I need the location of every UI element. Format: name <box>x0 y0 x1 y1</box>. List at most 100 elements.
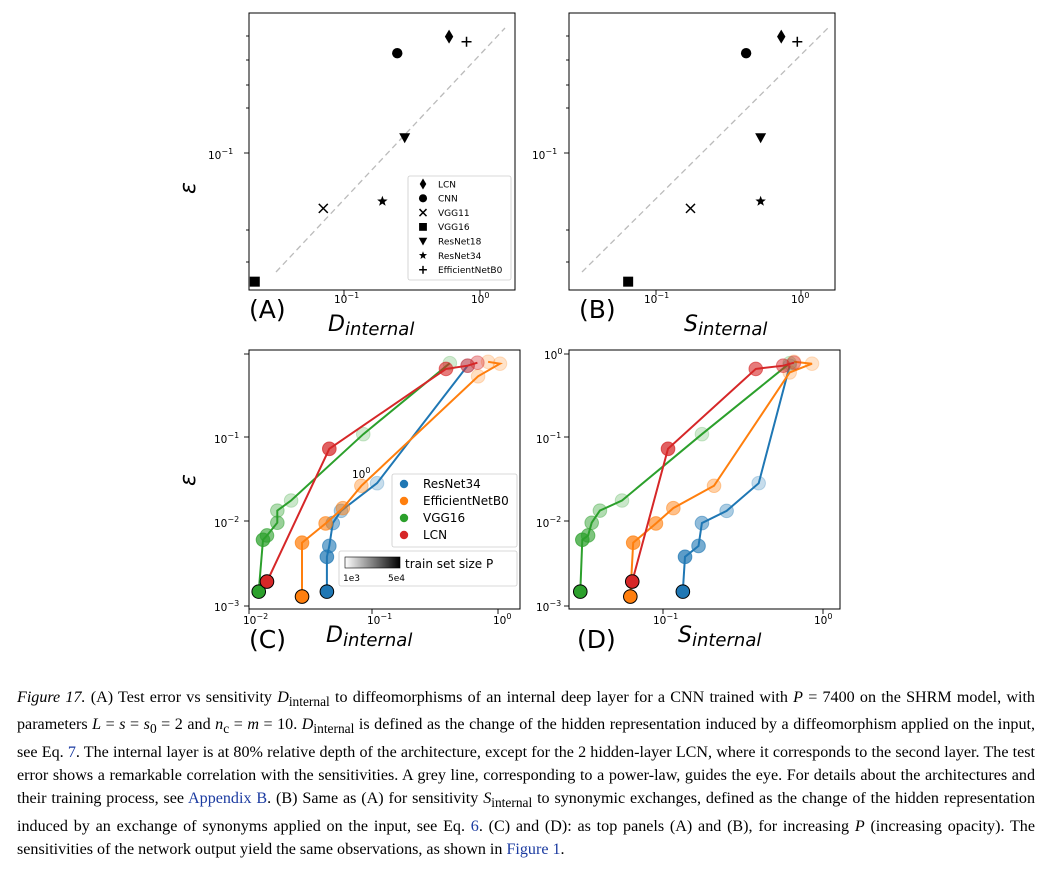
legend-label-resnet18: ResNet18 <box>438 238 482 248</box>
data-point-resnet34 <box>322 538 337 554</box>
data-point-efficientnetb0 <box>786 354 802 370</box>
panel-a-guide-line <box>275 27 506 273</box>
panel-c-ytick-label: 10−3 <box>214 599 239 614</box>
legend-marker-cnn <box>418 194 428 203</box>
panel-a-legend: LCN CNN VGG11 VGG16 ResNet18 ResNet34 Efficien… <box>407 175 512 281</box>
marker-vgg11 <box>685 203 696 214</box>
legend-label-resnet34: ResNet34 <box>438 252 482 262</box>
marker-efficientnetb0 <box>792 36 803 47</box>
data-point-resnet34 <box>751 475 766 491</box>
data-point-vgg16 <box>251 584 267 599</box>
series-line-resnet34 <box>681 365 791 592</box>
panel-b-guide-line <box>581 27 829 273</box>
panel-c-series <box>251 354 508 604</box>
data-point-efficientnetb0 <box>623 589 638 604</box>
panel-c-stray-label: 100 <box>352 466 370 481</box>
marker-efficientnetb0 <box>461 36 472 47</box>
panel-a-letter: (A) <box>249 295 286 324</box>
figure-17: 10−1 10−1 100 10−1 10−1 100 10−1 10−2 10… <box>176 12 841 654</box>
marker-resnet34 <box>755 195 766 206</box>
panel-c-xtick-label: 10−2 <box>243 612 268 627</box>
figure-1-link[interactable]: Figure 1 <box>506 840 561 858</box>
panel-a-markers <box>249 29 472 287</box>
panel-a-frame <box>248 12 516 291</box>
panel-d-series <box>572 354 820 604</box>
marker-resnet18 <box>755 133 767 144</box>
panel-c-colorbar: train set size P 1e3 5e4 <box>338 550 518 587</box>
marker-vgg16 <box>623 276 634 287</box>
data-point-efficientnetb0 <box>470 369 486 384</box>
legend-marker-resnet34 <box>418 251 428 259</box>
data-point-lcn <box>748 361 764 377</box>
panel-a-ytick-label: 10−1 <box>208 147 233 162</box>
data-point-efficientnetb0 <box>706 478 722 494</box>
marker-lcn <box>777 29 786 44</box>
panel-b-xlabel: Sinternal <box>684 312 767 340</box>
panel-d-letter: (D) <box>577 625 616 654</box>
legend-label-cnn: CNN <box>438 195 458 205</box>
colorbar-label: train set size P <box>405 557 493 571</box>
panel-b-tick-labels: 10−1 10−1 100 <box>532 147 809 306</box>
legend-marker-efficientnetb0 <box>419 265 427 274</box>
marker-cnn <box>740 48 752 59</box>
data-point-lcn <box>322 441 337 457</box>
data-point-lcn <box>259 574 275 589</box>
panel-b-markers <box>623 29 803 287</box>
data-point-efficientnetb0 <box>666 500 681 516</box>
legend-label-vgg16: VGG16 <box>423 511 465 525</box>
panel-d-tick-labels: 100 10−1 10−2 10−3 10−1 100 <box>536 347 832 627</box>
legend-label-lcn: LCN <box>423 528 447 542</box>
panel-b-frame <box>568 12 836 291</box>
data-point-lcn <box>470 355 485 371</box>
data-point-efficientnetb0 <box>294 535 310 551</box>
data-point-resnet34 <box>319 584 335 599</box>
panel-a-xlabel: Dinternal <box>328 312 414 340</box>
panel-c-xtick-label: 10−1 <box>367 612 392 627</box>
data-point-lcn <box>786 355 802 371</box>
marker-lcn <box>444 29 454 44</box>
figure-caption: Figure 17. (A) Test error vs sensitivity… <box>17 689 1036 858</box>
marker-vgg11 <box>318 203 329 214</box>
data-point-efficientnetb0 <box>480 354 496 370</box>
panel-d-ytick-label: 10−1 <box>536 431 561 446</box>
data-point-efficientnetb0 <box>492 356 508 371</box>
panel-c-tick-labels: 10−1 10−2 10−3 10−2 10−1 100 <box>214 431 511 627</box>
legend-label-efficientnetb0: EfficientNetB0 <box>438 266 503 276</box>
legend-label-vgg16: VGG16 <box>438 223 470 233</box>
legend-label-efficientnetb0: EfficientNetB0 <box>423 494 509 508</box>
appendix-b-link[interactable]: Appendix B <box>188 790 268 808</box>
legend-label-resnet34: ResNet34 <box>423 477 481 491</box>
legend-marker-efficientnetb0 <box>399 496 409 506</box>
legend-marker-vgg11 <box>418 208 428 217</box>
data-point-efficientnetb0 <box>354 478 369 494</box>
data-point-resnet34 <box>369 475 385 491</box>
panel-d-frame <box>568 349 841 610</box>
colorbar-max-label: 5e4 <box>388 574 405 584</box>
legend-marker-resnet18 <box>418 237 428 246</box>
data-point-lcn <box>660 441 676 457</box>
eq7-link[interactable]: 7 <box>67 743 76 761</box>
data-point-efficientnetb0 <box>648 516 664 531</box>
legend-box <box>407 175 512 281</box>
legend-marker-lcn <box>399 530 409 540</box>
panel-c-letter: (C) <box>249 625 286 654</box>
data-point-efficientnetb0 <box>804 356 820 371</box>
data-point-efficientnetb0 <box>318 516 333 531</box>
panel-d-xtick-label: 10−1 <box>653 612 678 627</box>
colorbar-min-label: 1e3 <box>343 574 360 584</box>
data-point-efficientnetb0 <box>625 535 641 551</box>
legend-marker-vgg16 <box>419 223 427 231</box>
data-point-lcn <box>460 358 475 373</box>
panel-b-ytick-label: 10−1 <box>532 147 557 162</box>
data-point-efficientnetb0 <box>294 589 310 604</box>
data-point-resnet34 <box>691 538 706 554</box>
panel-b-xtick-label: 10−1 <box>644 291 669 306</box>
marker-resnet18 <box>399 133 411 144</box>
panel-c-ylabel: ε <box>176 474 201 486</box>
data-point-vgg16 <box>270 515 285 531</box>
panel-a-tick-labels: 10−1 10−1 100 <box>208 147 489 306</box>
data-point-vgg16 <box>592 503 608 518</box>
eq6-link[interactable]: 6 <box>470 817 479 835</box>
data-point-resnet34 <box>694 515 710 531</box>
data-point-vgg16 <box>572 584 588 599</box>
